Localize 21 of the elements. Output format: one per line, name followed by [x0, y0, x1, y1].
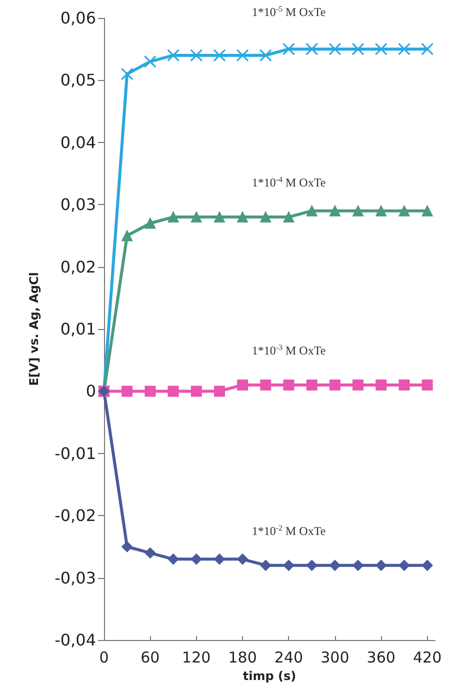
y-tick-label: -0,02 — [54, 506, 96, 526]
y-tick-label: -0,04 — [54, 630, 96, 650]
y-tick-label: 0,02 — [60, 257, 96, 276]
y-tick-label: 0,04 — [60, 132, 96, 152]
x-axis-title: timp (s) — [242, 669, 296, 683]
y-axis-title: E[V] vs. Ag, AgCl — [27, 272, 41, 386]
y-tick-label: -0,01 — [54, 444, 96, 463]
x-tick-label: 360 — [366, 648, 396, 666]
x-tick-label: 240 — [274, 648, 304, 666]
x-tick-label: 0 — [99, 648, 109, 666]
y-tick-label: 0,01 — [60, 320, 96, 338]
y-tick-label: 0 — [86, 382, 96, 401]
y-tick-label: 0,06 — [60, 8, 96, 28]
x-tick-label: 420 — [412, 648, 442, 666]
x-tick-label: 60 — [140, 648, 160, 666]
x-tick-label: 180 — [228, 648, 257, 666]
x-tick-label: 120 — [182, 648, 211, 666]
y-tick-label: -0,03 — [54, 568, 96, 588]
y-tick-label: 0,03 — [60, 195, 96, 214]
x-tick-label: 300 — [320, 648, 350, 666]
y-tick-label: 0,05 — [60, 70, 96, 90]
